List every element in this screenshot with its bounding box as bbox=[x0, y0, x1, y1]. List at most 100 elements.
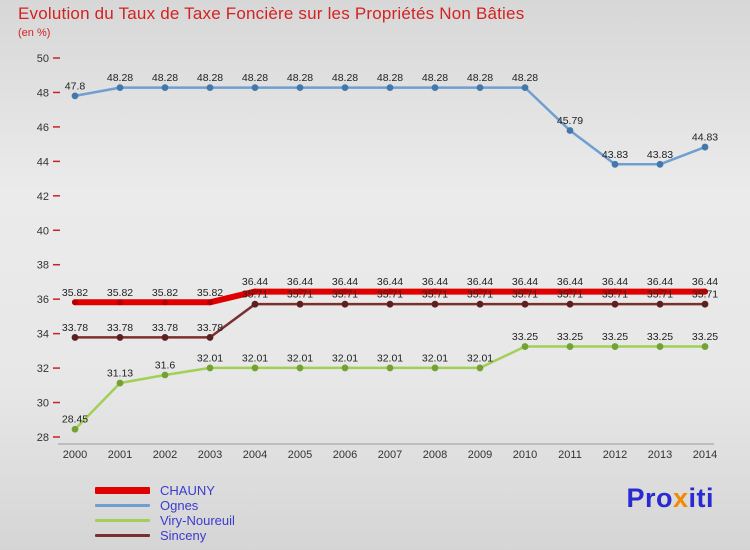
data-point bbox=[116, 379, 124, 387]
data-point-label: 48.28 bbox=[197, 72, 223, 84]
data-point bbox=[656, 300, 664, 308]
logo-letter-group: Pro bbox=[626, 483, 673, 513]
series-labels-sinceny: 33.78 33.78 33.78 33.78 35.71 35.71 35.71 35.71… bbox=[62, 289, 718, 334]
x-axis: 2000 2001 2002 2003 2004 2005 2006 2007 2008 2009… bbox=[58, 443, 717, 461]
data-point-label: 48.28 bbox=[377, 72, 403, 84]
data-point-label: 43.83 bbox=[602, 149, 628, 161]
data-point bbox=[656, 160, 664, 168]
series-ognes bbox=[71, 84, 709, 168]
legend-item-chauny: CHAUNY bbox=[95, 483, 235, 498]
data-point-label: 36.44 bbox=[557, 276, 583, 288]
data-point bbox=[251, 300, 259, 308]
data-point-label: 35.71 bbox=[647, 289, 673, 301]
data-point bbox=[252, 288, 258, 295]
data-point bbox=[656, 343, 664, 350]
data-point-label: 35.71 bbox=[512, 289, 538, 301]
svg-text:2005: 2005 bbox=[288, 449, 312, 461]
data-point-label: 36.44 bbox=[422, 276, 448, 288]
data-point bbox=[71, 334, 79, 341]
data-point-label: 36.44 bbox=[647, 276, 673, 288]
data-point-label: 33.78 bbox=[152, 322, 178, 334]
data-point-label: 32.01 bbox=[422, 352, 448, 364]
svg-text:34: 34 bbox=[37, 329, 49, 341]
data-point-label: 35.71 bbox=[287, 289, 313, 301]
data-point bbox=[611, 160, 619, 168]
data-point-label: 36.44 bbox=[287, 276, 313, 288]
data-point-label: 48.28 bbox=[242, 72, 268, 84]
data-point bbox=[521, 300, 529, 308]
data-point bbox=[296, 300, 304, 308]
data-point-label: 36.44 bbox=[467, 276, 493, 288]
svg-text:2004: 2004 bbox=[243, 449, 267, 461]
data-point bbox=[476, 84, 484, 92]
data-point bbox=[162, 299, 168, 306]
svg-text:44: 44 bbox=[37, 156, 49, 168]
data-point bbox=[386, 300, 394, 308]
logo-letter-group: iti bbox=[688, 483, 714, 513]
data-point bbox=[116, 334, 124, 341]
data-point bbox=[296, 84, 304, 92]
data-point-label: 35.71 bbox=[242, 289, 268, 301]
data-point-label: 36.44 bbox=[512, 276, 538, 288]
legend-label: Viry-Noureuil bbox=[160, 513, 235, 528]
data-point-label: 35.82 bbox=[197, 287, 223, 299]
legend-item-viry-noureuil: Viry-Noureuil bbox=[95, 513, 235, 528]
data-point-label: 44.83 bbox=[692, 132, 718, 144]
svg-text:28: 28 bbox=[37, 432, 49, 444]
data-point bbox=[611, 300, 619, 308]
svg-text:30: 30 bbox=[37, 398, 49, 410]
svg-text:50: 50 bbox=[37, 53, 49, 65]
data-point bbox=[161, 371, 169, 379]
data-point bbox=[342, 288, 348, 295]
legend-label: Sinceny bbox=[160, 528, 207, 543]
legend-label: Ognes bbox=[160, 498, 199, 513]
svg-text:2000: 2000 bbox=[63, 449, 87, 461]
data-point-label: 36.44 bbox=[332, 276, 358, 288]
data-point bbox=[522, 288, 528, 295]
data-point-label: 48.28 bbox=[512, 72, 538, 84]
svg-text:38: 38 bbox=[37, 260, 49, 272]
data-point-label: 36.44 bbox=[242, 276, 268, 288]
data-point-label: 32.01 bbox=[332, 352, 358, 364]
logo-letter-group: x bbox=[672, 483, 689, 513]
series-labels-viry-noureuil: 28.45 31.13 31.6 32.01 32.01 32.01 32.01 32.01 3… bbox=[62, 331, 718, 426]
data-point bbox=[341, 300, 349, 308]
svg-text:2013: 2013 bbox=[648, 449, 672, 461]
data-point-label: 35.71 bbox=[692, 289, 718, 301]
svg-text:2010: 2010 bbox=[513, 449, 537, 461]
svg-text:2014: 2014 bbox=[693, 449, 717, 461]
data-point bbox=[431, 84, 439, 92]
legend-swatch bbox=[95, 519, 150, 522]
data-point-label: 35.71 bbox=[557, 289, 583, 301]
data-point bbox=[476, 300, 484, 308]
data-point-label: 48.28 bbox=[287, 72, 313, 84]
data-point bbox=[566, 300, 574, 308]
svg-text:2007: 2007 bbox=[378, 449, 402, 461]
svg-text:2002: 2002 bbox=[153, 449, 177, 461]
data-point-label: 35.71 bbox=[602, 289, 628, 301]
chart-title: Evolution du Taux de Taxe Foncière sur l… bbox=[18, 4, 525, 23]
data-point-label: 31.6 bbox=[155, 359, 176, 371]
data-point-label: 45.79 bbox=[557, 115, 583, 127]
svg-text:36: 36 bbox=[37, 294, 49, 306]
data-point bbox=[72, 299, 78, 306]
svg-text:2009: 2009 bbox=[468, 449, 492, 461]
data-point-label: 32.01 bbox=[287, 352, 313, 364]
data-point-label: 48.28 bbox=[107, 72, 133, 84]
svg-text:2001: 2001 bbox=[108, 449, 132, 461]
data-point-label: 35.71 bbox=[377, 289, 403, 301]
data-point bbox=[296, 364, 304, 372]
data-point bbox=[477, 288, 483, 295]
data-point-label: 32.01 bbox=[377, 352, 403, 364]
series-sinceny bbox=[71, 300, 709, 341]
data-point-label: 35.71 bbox=[332, 289, 358, 301]
data-point-label: 35.82 bbox=[107, 287, 133, 299]
data-point bbox=[702, 288, 708, 295]
svg-text:2008: 2008 bbox=[423, 449, 447, 461]
data-point-label: 35.82 bbox=[62, 287, 88, 299]
svg-text:2006: 2006 bbox=[333, 449, 357, 461]
data-point-label: 33.78 bbox=[197, 322, 223, 334]
svg-text:48: 48 bbox=[37, 87, 49, 99]
data-point bbox=[701, 343, 709, 350]
data-point-label: 48.28 bbox=[152, 72, 178, 84]
